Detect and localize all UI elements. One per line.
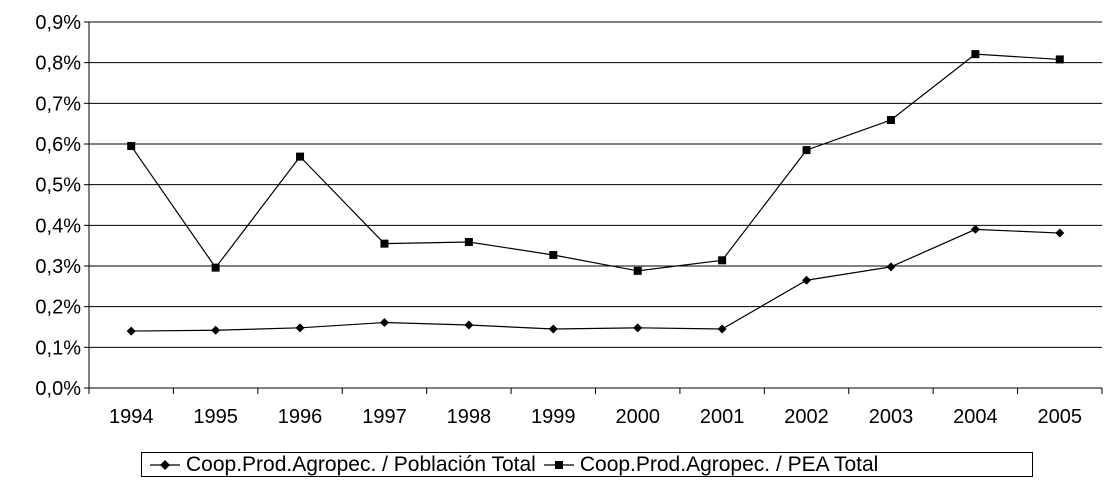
x-tick-label: 2001	[700, 406, 745, 428]
x-tick-label: 2004	[953, 406, 998, 428]
legend-item-pea: Coop.Prod.Agropec. / PEA Total	[543, 452, 879, 477]
x-tick-label: 1995	[193, 406, 238, 428]
data-point	[1055, 228, 1065, 238]
data-point	[1055, 55, 1064, 64]
y-tick-label: 0,4%	[35, 215, 81, 237]
series-2	[127, 50, 1064, 275]
data-point	[548, 324, 558, 334]
data-point	[211, 263, 220, 272]
data-point	[802, 275, 812, 285]
legend-label-poblacion: Coop.Prod.Agropec. / Población Total	[186, 452, 536, 476]
data-point	[464, 320, 474, 330]
y-tick-label: 0,6%	[35, 134, 81, 156]
series-1	[126, 224, 1065, 336]
data-point	[802, 146, 811, 155]
x-tick-label: 1994	[109, 406, 154, 428]
data-point	[126, 326, 136, 336]
x-tick-label: 1996	[278, 406, 323, 428]
data-point	[718, 256, 727, 265]
x-tick-label: 2005	[1038, 406, 1083, 428]
data-point	[127, 142, 136, 151]
gridlines	[89, 21, 1102, 348]
data-point	[971, 50, 980, 59]
y-tick-label: 0,2%	[35, 297, 81, 319]
series-line	[131, 228, 1060, 332]
data-point	[464, 238, 473, 247]
y-tick-label: 0,9%	[35, 12, 81, 34]
data-point	[379, 318, 389, 328]
series-line	[130, 53, 1060, 272]
data-point	[296, 152, 305, 161]
y-tick-label: 0,1%	[35, 337, 81, 359]
y-tick-label: 0,8%	[35, 53, 81, 75]
x-tick-label: 1997	[362, 406, 407, 428]
y-tick-label: 0,5%	[35, 175, 81, 197]
data-point	[633, 266, 642, 275]
x-tick-labels: 1994 1995 1996 1997 1998 1999 2000 2001 2002 2003…	[109, 406, 1082, 428]
data-point	[886, 116, 895, 125]
data-point	[295, 323, 305, 333]
series-lines	[126, 50, 1065, 336]
legend: Coop.Prod.Agropec. / Población Total Coo…	[141, 452, 1033, 477]
y-tick-label: 0,7%	[35, 93, 81, 115]
legend-label-pea: Coop.Prod.Agropec. / PEA Total	[579, 452, 879, 476]
square-marker-icon	[543, 460, 574, 469]
data-point	[886, 262, 896, 272]
diamond-marker-icon	[150, 459, 180, 470]
y-tick-labels: 0,0% 0,1% 0,2% 0,3% 0,4% 0,5% 0,6% 0,7% 0,8% 0,9%	[35, 12, 81, 400]
data-point	[549, 251, 558, 260]
x-tick-label: 1998	[447, 406, 492, 428]
data-point	[211, 325, 221, 335]
data-point	[970, 224, 980, 234]
y-tick-label: 0,0%	[35, 378, 81, 400]
line-chart: 0,0% 0,1% 0,2% 0,3% 0,4% 0,5% 0,6% 0,7% 0,8% 0,9%…	[35, 12, 1103, 428]
x-tick-label: 2002	[784, 406, 829, 428]
data-point	[380, 239, 389, 248]
x-tick-label: 2003	[869, 406, 914, 428]
x-tick-label: 2000	[615, 406, 660, 428]
data-point	[633, 323, 643, 333]
data-point	[717, 324, 727, 334]
axes	[84, 21, 1103, 394]
x-tick-label: 1999	[531, 406, 576, 428]
y-tick-label: 0,3%	[35, 256, 81, 278]
legend-item-poblacion: Coop.Prod.Agropec. / Población Total	[150, 453, 536, 477]
